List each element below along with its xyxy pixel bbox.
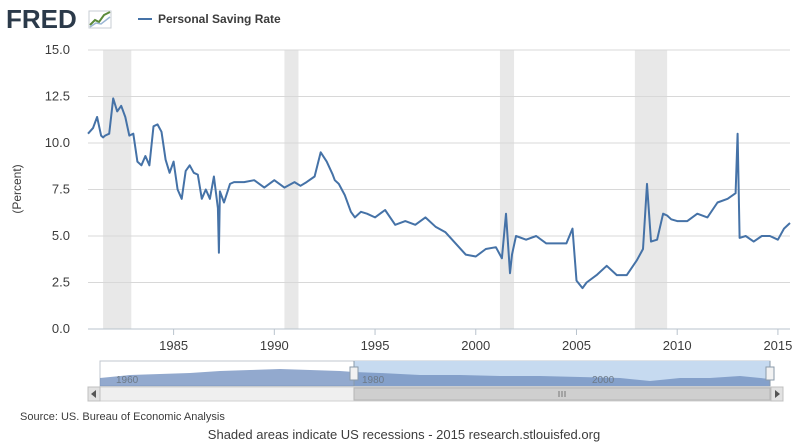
- arrow-left-icon: [91, 390, 96, 398]
- trend-line-icon: [88, 10, 112, 29]
- x-axis: 1985 1990 1995 2000 2005 2010 2015: [159, 329, 792, 353]
- y-tick-label: 2.5: [52, 275, 70, 290]
- y-tick-label: 7.5: [52, 182, 70, 197]
- y-tick-label: 5.0: [52, 228, 70, 243]
- navigator-label-1980: 1980: [362, 375, 385, 386]
- series-line-personal-saving-rate[interactable]: [87, 97, 791, 290]
- arrow-right-icon: [775, 390, 780, 398]
- y-axis: 0.0 2.5 5.0 7.5 10.0 12.5 15.0: [45, 42, 70, 336]
- x-tick-label: 1985: [159, 338, 188, 353]
- y-tick-label: 12.5: [45, 89, 70, 104]
- y-tick-label: 10.0: [45, 135, 70, 150]
- navigator-label-2000: 2000: [592, 375, 615, 386]
- navigator-right-handle[interactable]: [765, 366, 775, 381]
- fred-logo[interactable]: FRED: [6, 4, 112, 34]
- y-tick-label: 15.0: [45, 42, 70, 57]
- x-tick-label: 2000: [461, 338, 490, 353]
- x-tick-label: 1990: [260, 338, 289, 353]
- navigator-left-handle[interactable]: [349, 366, 359, 381]
- x-tick-label: 2010: [663, 338, 692, 353]
- x-tick-label: 1995: [361, 338, 390, 353]
- series-layer: [87, 97, 791, 290]
- y-tick-label: 0.0: [52, 321, 70, 336]
- grip-icon: [558, 391, 566, 397]
- y-axis-title: (Percent): [10, 164, 24, 213]
- navigator-label-1960: 1960: [116, 375, 139, 386]
- recession-note: Shaded areas indicate US recessions - 20…: [208, 427, 600, 442]
- logo-text: FRED: [6, 4, 77, 34]
- navigator[interactable]: 1960 1980 2000: [99, 360, 775, 387]
- legend-label: Personal Saving Rate: [158, 12, 281, 26]
- x-tick-label: 2015: [763, 338, 792, 353]
- gridlines: [88, 49, 790, 330]
- scrollbar[interactable]: [87, 386, 784, 402]
- x-tick-label: 2005: [562, 338, 591, 353]
- legend[interactable]: Personal Saving Rate: [138, 12, 281, 26]
- navigator-series: [100, 369, 770, 386]
- source-text: Source: US. Bureau of Economic Analysis: [20, 411, 225, 423]
